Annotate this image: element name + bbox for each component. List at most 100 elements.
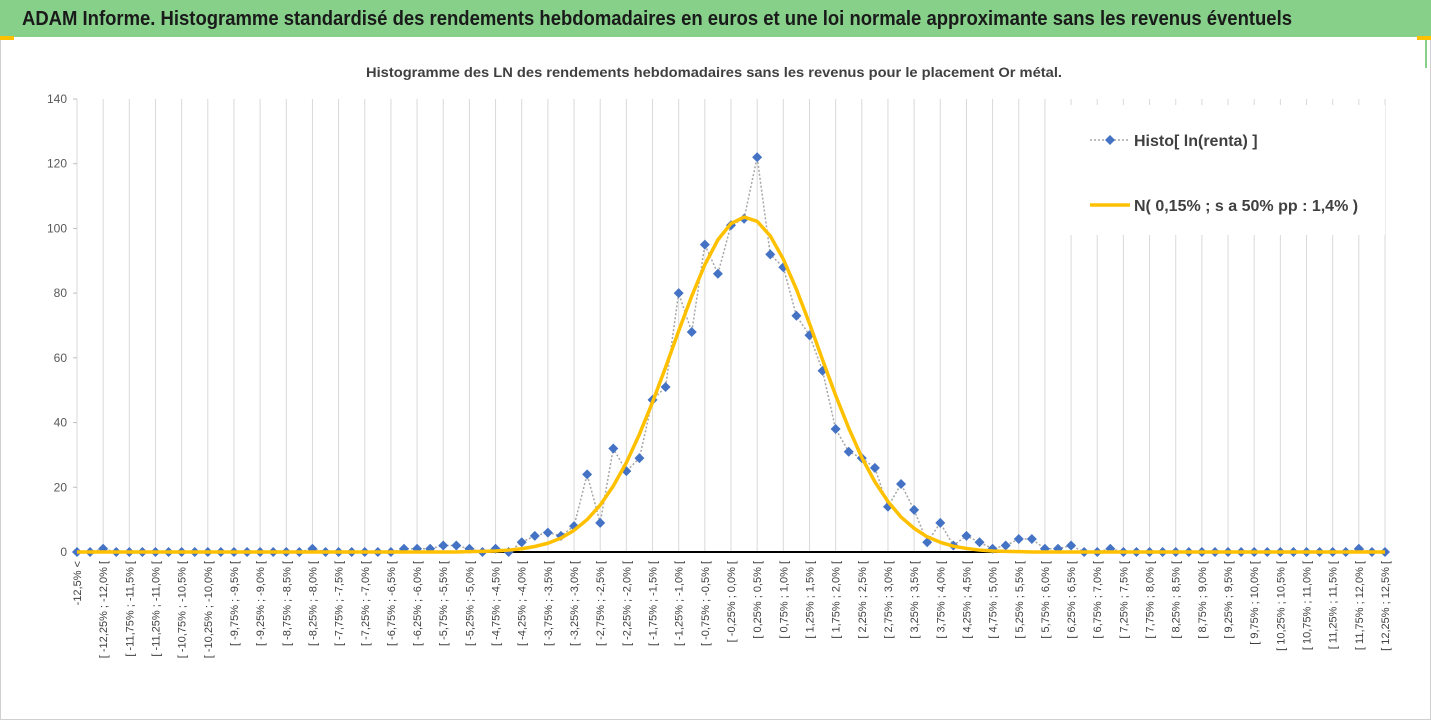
legend-box [1058, 105, 1385, 235]
data-point [673, 288, 684, 299]
x-tick-label: -12,5% < [72, 561, 84, 605]
y-tick-label: 80 [54, 286, 68, 300]
x-tick-label: [ 3,75% ; 4,0% [ [935, 561, 947, 639]
x-tick-label: [ 2,75% ; 3,0% [ [883, 561, 895, 639]
data-point [909, 504, 920, 515]
data-point [529, 530, 540, 541]
x-tick-label: [ -6,75% ; -6,5% [ [386, 561, 398, 646]
plot: 0 20 40 60 80 100 120 140 -12,5% < [ -12,25% ; -1… [47, 92, 1392, 658]
data-point [974, 537, 985, 548]
legend-label: N( 0,15% ; s a 50% pp : 1,4% ) [1134, 198, 1358, 215]
corner-mark [1417, 36, 1431, 40]
y-tick-label: 40 [54, 416, 68, 430]
data-point [830, 424, 841, 435]
x-tick-label: [ 9,75% ; 10,0% [ [1249, 561, 1261, 645]
y-tick-label: 60 [54, 351, 68, 365]
x-tick-label: [ 0,25% ; 0,5% [ [752, 561, 764, 639]
data-point [843, 446, 854, 457]
x-tick-label: [ 1,25% ; 1,5% [ [804, 561, 816, 639]
x-tick-label: [ 8,75% ; 9,0% [ [1197, 561, 1209, 639]
x-tick-label: [ 10,75% ; 11,0% [ [1302, 561, 1314, 650]
x-tick-label: [ 1,75% ; 2,0% [ [831, 561, 843, 639]
x-tick-label: [ -5,25% ; -5,0% [ [464, 561, 476, 646]
x-tick-label: [ -3,75% ; -3,5% [ [543, 561, 555, 646]
x-tick-label: [ -1,25% ; -1,0% [ [674, 561, 686, 646]
data-point [1013, 534, 1024, 545]
x-tick-label: [ 9,25% ; 9,5% [ [1223, 561, 1235, 639]
x-tick-label: [ 8,25% ; 8,5% [ [1171, 561, 1183, 639]
data-point [699, 239, 710, 250]
x-tick-label: [ 4,25% ; 4,5% [ [961, 561, 973, 639]
legend-label: Histo[ ln(renta) ] [1134, 133, 1258, 150]
series-line [77, 215, 1385, 554]
x-tick-label: [ 7,75% ; 8,0% [ [1145, 561, 1157, 639]
data-point [765, 249, 776, 260]
x-tick-label: [ 11,75% ; 12,0% [ [1354, 561, 1366, 650]
data-point [660, 381, 671, 392]
chart-title: Histogramme des LN des rendements hebdom… [366, 64, 1062, 80]
x-tick-label: [ -6,25% ; -6,0% [ [412, 561, 424, 646]
corner-mark [0, 36, 14, 40]
x-tick-label: [ 4,75% ; 5,0% [ [988, 561, 1000, 639]
x-tick-label: [ -3,25% ; -3,0% [ [569, 561, 581, 646]
x-tick-label: [ -7,25% ; -7,0% [ [360, 561, 372, 646]
x-tick-label: [ 2,25% ; 2,5% [ [857, 561, 869, 639]
page-title: ADAM Informe. Histogramme standardisé de… [22, 8, 1292, 30]
y-tick-label: 120 [47, 157, 67, 171]
x-tick-label: [ 7,25% ; 7,5% [ [1118, 561, 1130, 639]
data-point [595, 517, 606, 528]
data-point [752, 152, 763, 163]
data-point [935, 517, 946, 528]
x-tick-label: [ 6,25% ; 6,5% [ [1066, 561, 1078, 639]
x-tick-label: [ 11,25% ; 11,5% [ [1328, 561, 1340, 649]
x-tick-label: [ -11,75% ; -11,5% [ [124, 561, 136, 657]
data-point [582, 469, 593, 480]
x-tick-label: [ 10,25% ; 10,5% [ [1275, 561, 1287, 651]
x-tick-label: [ -4,75% ; -4,5% [ [491, 561, 503, 646]
x-tick-label: [ -8,25% ; -8,0% [ [307, 561, 319, 646]
x-tick-label: [ 5,75% ; 6,0% [ [1040, 561, 1052, 639]
x-tick-label: [ -4,25% ; -4,0% [ [517, 561, 529, 646]
data-point [922, 537, 933, 548]
x-tick-label: [ 6,75% ; 7,0% [ [1092, 561, 1104, 639]
x-tick-label: [ -2,75% ; -2,5% [ [595, 561, 607, 646]
x-tick-label: [ 12,25% ; 12,5% [ [1380, 561, 1392, 651]
x-tick-label: [ -2,25% ; -2,0% [ [621, 561, 633, 646]
data-point [1026, 534, 1037, 545]
x-tick-label: [ -10,75% ; -10,5% [ [177, 561, 189, 658]
legend: Histo[ ln(renta) ] N( 0,15% ; s a 50% pp … [1058, 105, 1385, 235]
y-tick-label: 0 [60, 545, 67, 559]
y-tick-label: 100 [47, 221, 67, 235]
x-tick-label: [ -11,25% ; -11,0% [ [150, 561, 162, 657]
x-tick-label: [ -0,75% ; -0,5% [ [700, 561, 712, 646]
data-point [608, 443, 619, 454]
x-tick-label: [ -10,25% ; -10,0% [ [203, 561, 215, 658]
x-tick-label: [ -12,25% ; -12,0% [ [98, 561, 110, 658]
data-point [869, 462, 880, 473]
data-point [896, 479, 907, 490]
data-point [1000, 540, 1011, 551]
x-tick-label: [ 5,25% ; 5,5% [ [1014, 561, 1026, 639]
y-tick-label: 20 [54, 480, 68, 494]
legend-marker [1105, 135, 1115, 145]
x-tick-label: [ 0,75% ; 1,0% [ [778, 561, 790, 639]
data-point [438, 540, 449, 551]
data-point [451, 540, 462, 551]
data-point [516, 537, 527, 548]
data-point [961, 530, 972, 541]
data-point [542, 527, 553, 538]
x-tick-label: [ -0,25% ; 0,0% [ [726, 561, 738, 642]
x-tick-label: [ -1,75% ; -1,5% [ [648, 561, 660, 646]
header-bar [0, 0, 1431, 37]
data-point [686, 326, 697, 337]
x-tick-label: [ -9,25% ; -9,0% [ [255, 561, 267, 646]
y-tick-label: 140 [47, 92, 67, 106]
x-tick-label: [ -7,75% ; -7,5% [ [334, 561, 346, 646]
x-tick-label: [ -5,75% ; -5,5% [ [438, 561, 450, 646]
x-tick-label: [ -9,75% ; -9,5% [ [229, 561, 241, 646]
data-point [634, 453, 645, 464]
data-point [1066, 540, 1077, 551]
data-point [791, 310, 802, 321]
